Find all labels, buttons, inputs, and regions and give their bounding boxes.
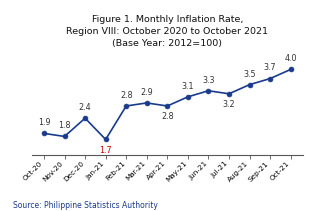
Text: 3.3: 3.3 [202,76,215,85]
Text: 2.8: 2.8 [161,112,174,121]
Text: Source: Philippine Statistics Authority: Source: Philippine Statistics Authority [13,201,158,210]
Text: 2.4: 2.4 [79,103,91,112]
Text: 3.5: 3.5 [243,70,256,78]
Text: 1.9: 1.9 [38,118,50,127]
Text: 1.7: 1.7 [99,146,112,155]
Text: 4.0: 4.0 [284,54,297,63]
Text: 2.9: 2.9 [140,88,153,97]
Title: Figure 1. Monthly Inflation Rate,
Region VIII: October 2020 to October 2021
(Bas: Figure 1. Monthly Inflation Rate, Region… [66,15,268,48]
Text: 2.8: 2.8 [120,91,133,100]
Text: 1.8: 1.8 [58,121,71,130]
Text: 3.1: 3.1 [182,82,194,91]
Text: 3.7: 3.7 [264,64,276,72]
Text: 3.2: 3.2 [223,100,235,109]
